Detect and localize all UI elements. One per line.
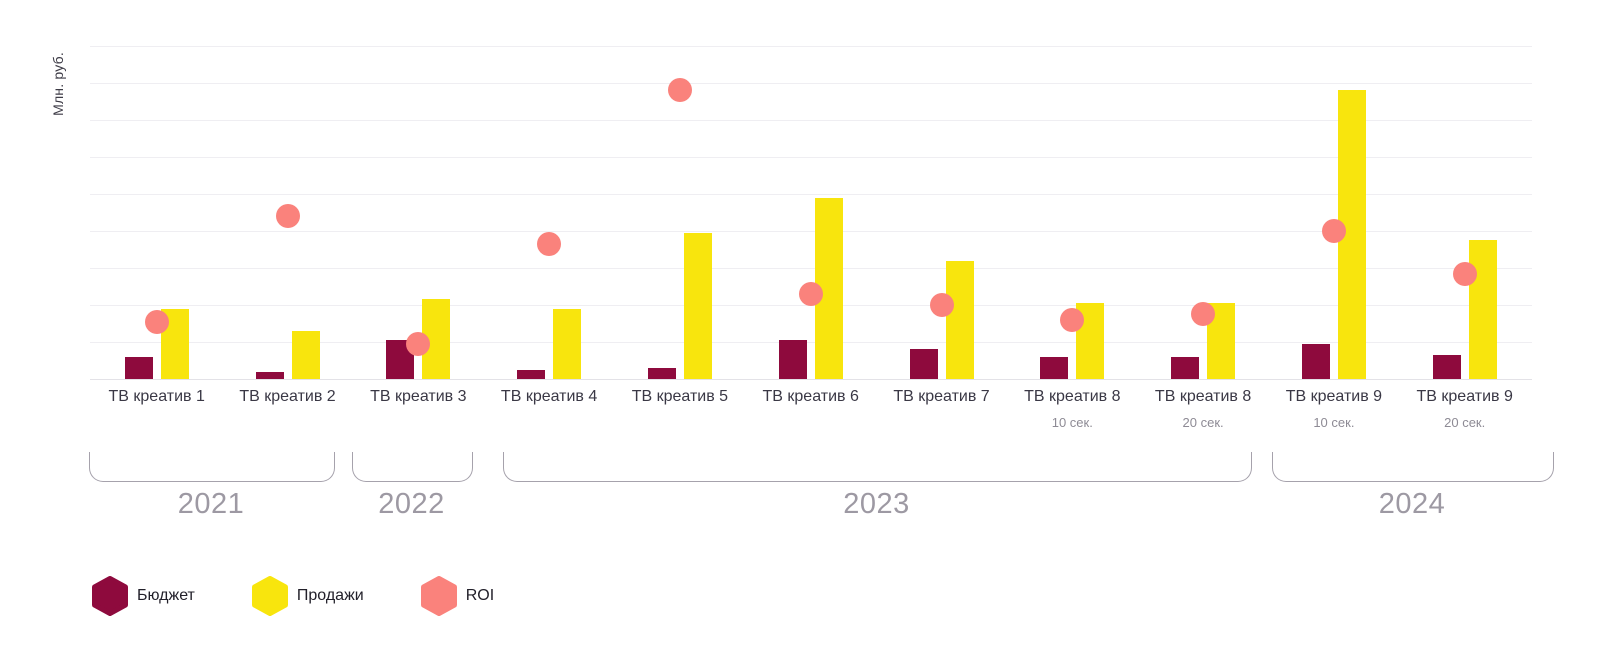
year-bracket (352, 452, 473, 482)
roi-marker (1060, 307, 1085, 332)
legend-item-budget: Бюджет (92, 576, 195, 616)
gridline (90, 342, 1532, 343)
year-label: 2022 (378, 488, 445, 520)
legend-item-roi: ROI (420, 576, 495, 616)
plot-area (90, 46, 1532, 380)
category-label: ТВ креатив 1 (108, 388, 205, 405)
category-label: ТВ креатив 5 (631, 388, 729, 405)
gridline (90, 46, 1532, 47)
budget-bar (517, 369, 546, 379)
x-axis-baseline (90, 379, 1532, 380)
budget-bar (255, 371, 284, 379)
category-label: ТВ креатив 9 (1416, 388, 1513, 405)
gridline (90, 231, 1532, 232)
year-label: 2024 (1378, 488, 1446, 520)
year-bracket (503, 452, 1252, 482)
roi-marker (1191, 302, 1216, 327)
category-label: ТВ креатив 7 (893, 388, 990, 405)
year-bracket (89, 452, 335, 482)
gridline (90, 194, 1532, 195)
category-sublabel: 20 сек. (1444, 415, 1486, 430)
roi-marker (798, 281, 823, 306)
category-label: ТВ креатив 4 (500, 388, 598, 405)
legend-label: Продажи (296, 587, 364, 604)
year-bracket (1272, 452, 1554, 482)
roi-marker (929, 293, 954, 317)
budget-bar (647, 367, 676, 379)
budget-bar (1040, 356, 1069, 379)
sales-bar (553, 308, 582, 379)
budget-bar (124, 356, 153, 379)
budget-bar (909, 349, 938, 379)
legend-label: ROI (465, 587, 495, 604)
category-label: ТВ креатив 8 (1154, 388, 1252, 405)
roi-marker (275, 204, 300, 229)
gridline (90, 268, 1532, 269)
hexagon-icon (420, 576, 457, 616)
budget-bar (1171, 356, 1200, 379)
category-sublabel: 10 сек. (1313, 415, 1355, 430)
category-sublabel: 10 сек. (1051, 415, 1093, 430)
legend-label: Бюджет (137, 587, 195, 604)
roi-marker (667, 78, 692, 103)
gridline (90, 157, 1532, 158)
roi-marker (144, 309, 169, 334)
budget-bar (1301, 343, 1330, 379)
hexagon-icon (251, 576, 288, 616)
legend-item-sales: Продажи (251, 576, 364, 616)
sales-bar (1468, 240, 1497, 379)
legend: Бюджет Продажи ROI (92, 576, 494, 616)
category-label: ТВ креатив 6 (762, 388, 859, 405)
gridline (90, 120, 1532, 121)
category-label: ТВ креатив 2 (239, 388, 336, 405)
y-axis-label: Млн. руб. (50, 52, 66, 116)
budget-bar (1432, 354, 1461, 379)
roi-marker (537, 231, 562, 256)
year-label: 2023 (843, 488, 910, 520)
budget-bar (778, 340, 807, 379)
category-label: ТВ креатив 3 (370, 388, 467, 405)
sales-bar (291, 330, 320, 379)
roi-marker (1321, 219, 1346, 243)
hexagon-icon (92, 576, 128, 616)
roi-marker (406, 331, 431, 356)
category-label: ТВ креатив 8 (1024, 388, 1121, 405)
sales-bar (683, 232, 712, 379)
year-label: 2021 (177, 488, 245, 520)
gridline (90, 83, 1532, 84)
sales-bar (945, 260, 974, 379)
roi-marker (1452, 261, 1477, 286)
category-sublabel: 20 сек. (1182, 415, 1224, 430)
category-label: ТВ креатив 9 (1285, 388, 1383, 405)
